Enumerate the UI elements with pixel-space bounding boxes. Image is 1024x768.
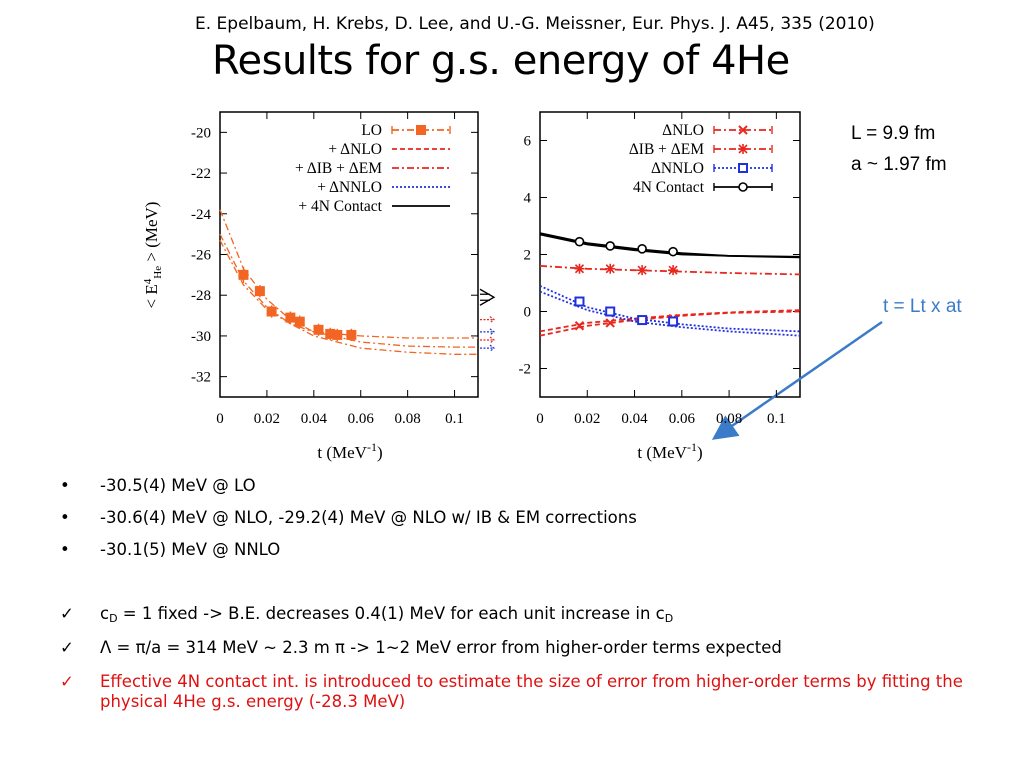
right-fit-curve: [539, 265, 801, 276]
left-y-axis-label: < E4He > (MeV): [142, 202, 164, 309]
left-legend-label: + 4N Contact: [298, 198, 382, 215]
side-level-marker: [480, 316, 495, 324]
left-data-point: [332, 329, 343, 340]
right-x-tick-label: 0.08: [716, 411, 742, 427]
left-legend-label: + ΔNLO: [328, 141, 382, 158]
right-legend-marker: [738, 182, 748, 192]
left-data-point: [266, 306, 277, 317]
check-text: Effective 4N contact int. is introduced …: [100, 672, 963, 711]
side-level-marker: [480, 336, 495, 344]
left-y-tick-label: -30: [191, 329, 211, 345]
bullet-marker: •: [60, 476, 70, 495]
right-data-point: [637, 244, 647, 254]
right-x-tick-label: 0.1: [767, 411, 786, 427]
right-data-point: [668, 265, 679, 276]
left-legend-label: + ΔIB + ΔEM: [295, 160, 382, 177]
right-data-point: [637, 265, 648, 276]
left-legend-label: LO: [361, 122, 382, 139]
right-data-point: [605, 306, 616, 317]
right-x-tick-label: 0: [536, 411, 544, 427]
left-y-tick-label: -32: [191, 370, 211, 386]
right-data-point: [668, 246, 678, 257]
right-data-point: [574, 296, 585, 307]
right-x-tick-label: 0.02: [574, 411, 600, 427]
left-fit-curve: [219, 233, 478, 355]
bullet-marker: •: [60, 540, 70, 559]
side-arrow-marker: [479, 288, 496, 306]
left-data-point: [254, 286, 265, 297]
left-data-point: [346, 329, 357, 340]
check-icon: ✓: [60, 604, 74, 623]
left-y-tick-label: -26: [191, 248, 211, 264]
left-x-tick-label: 0: [216, 411, 224, 427]
left-y-tick-label: -22: [191, 166, 211, 182]
left-x-tick-label: 0.02: [254, 411, 280, 427]
right-legend-marker: [738, 144, 748, 154]
left-x-tick-label: 0.04: [301, 411, 328, 427]
lattice-parameters: L = 9.9 fm a ~ 1.97 fm: [851, 118, 947, 180]
left-y-tick-label: -20: [191, 125, 211, 141]
side-level-marker: [480, 328, 495, 336]
right-legend-label: ΔIB + ΔEM: [629, 141, 704, 158]
bullet-text: -30.6(4) MeV @ NLO, -29.2(4) MeV @ NLO w…: [100, 508, 637, 527]
right-data-point: [605, 263, 616, 274]
right-legend-label: 4N Contact: [633, 179, 705, 196]
left-legend-marker: [416, 125, 426, 135]
right-y-tick-label: 6: [524, 134, 532, 150]
right-data-point: [637, 315, 648, 326]
left-x-tick-label: 0.08: [395, 411, 421, 427]
left-data-point: [313, 324, 324, 335]
right-data-point: [605, 318, 615, 328]
slide-title: Results for g.s. energy of 4He: [212, 38, 790, 84]
right-legend-marker: [738, 125, 748, 135]
bullet-text: -30.5(4) MeV @ LO: [100, 476, 256, 495]
citation: E. Epelbaum, H. Krebs, D. Lee, and U.-G.…: [195, 14, 875, 34]
right-data-point: [574, 321, 585, 331]
left-x-tick-label: 0.06: [348, 411, 375, 427]
check-icon: ✓: [60, 638, 74, 657]
left-legend-label: + ΔNNLO: [317, 179, 382, 196]
right-legend-marker: [738, 163, 748, 173]
right-x-tick-label: 0.06: [669, 411, 696, 427]
right-x-axis-label: t (MeV-1): [637, 440, 702, 462]
right-data-point: [668, 316, 679, 327]
right-fit-curve: [539, 285, 801, 333]
left-data-point: [294, 316, 305, 327]
right-x-tick-label: 0.04: [621, 411, 648, 427]
left-data-point: [238, 269, 249, 280]
left-x-tick-label: 0.1: [445, 411, 464, 427]
left-y-tick-label: -28: [191, 288, 211, 304]
bullet-text: -30.1(5) MeV @ NNLO: [100, 540, 281, 559]
right-y-tick-label: 0: [524, 305, 532, 321]
left-fit-curve: [219, 209, 478, 348]
right-legend-label: ΔNLO: [662, 122, 704, 139]
right-data-point: [605, 241, 616, 251]
t-note-arrow: [711, 320, 883, 440]
bullet-marker: •: [60, 508, 70, 527]
t-definition-note: t = Lt x at: [883, 296, 962, 317]
check-text: Λ = π/a = 314 MeV ~ 2.3 m π -> 1~2 MeV e…: [100, 638, 782, 657]
left-x-axis-label: t (MeV-1): [317, 440, 382, 462]
right-y-tick-label: -2: [519, 362, 532, 378]
left-data-point: [285, 312, 296, 323]
lattice-spacing-label: a ~ 1.97 fm: [851, 154, 947, 175]
side-level-marker: [480, 344, 495, 352]
lattice-size-label: L = 9.9 fm: [851, 123, 936, 144]
left-y-tick-label: -24: [191, 207, 211, 223]
right-y-tick-label: 4: [524, 191, 532, 207]
check-text: cD = 1 fixed -> B.E. decreases 0.4(1) Me…: [100, 604, 674, 625]
right-data-point: [574, 263, 585, 274]
figure-panels: t (MeV-1) t (MeV-1) < E4He > (MeV) -20-2…: [142, 111, 883, 462]
right-data-point: [574, 236, 585, 247]
right-y-tick-label: 2: [524, 248, 532, 264]
check-icon: ✓: [60, 672, 74, 691]
right-legend-label: ΔNNLO: [651, 160, 704, 177]
